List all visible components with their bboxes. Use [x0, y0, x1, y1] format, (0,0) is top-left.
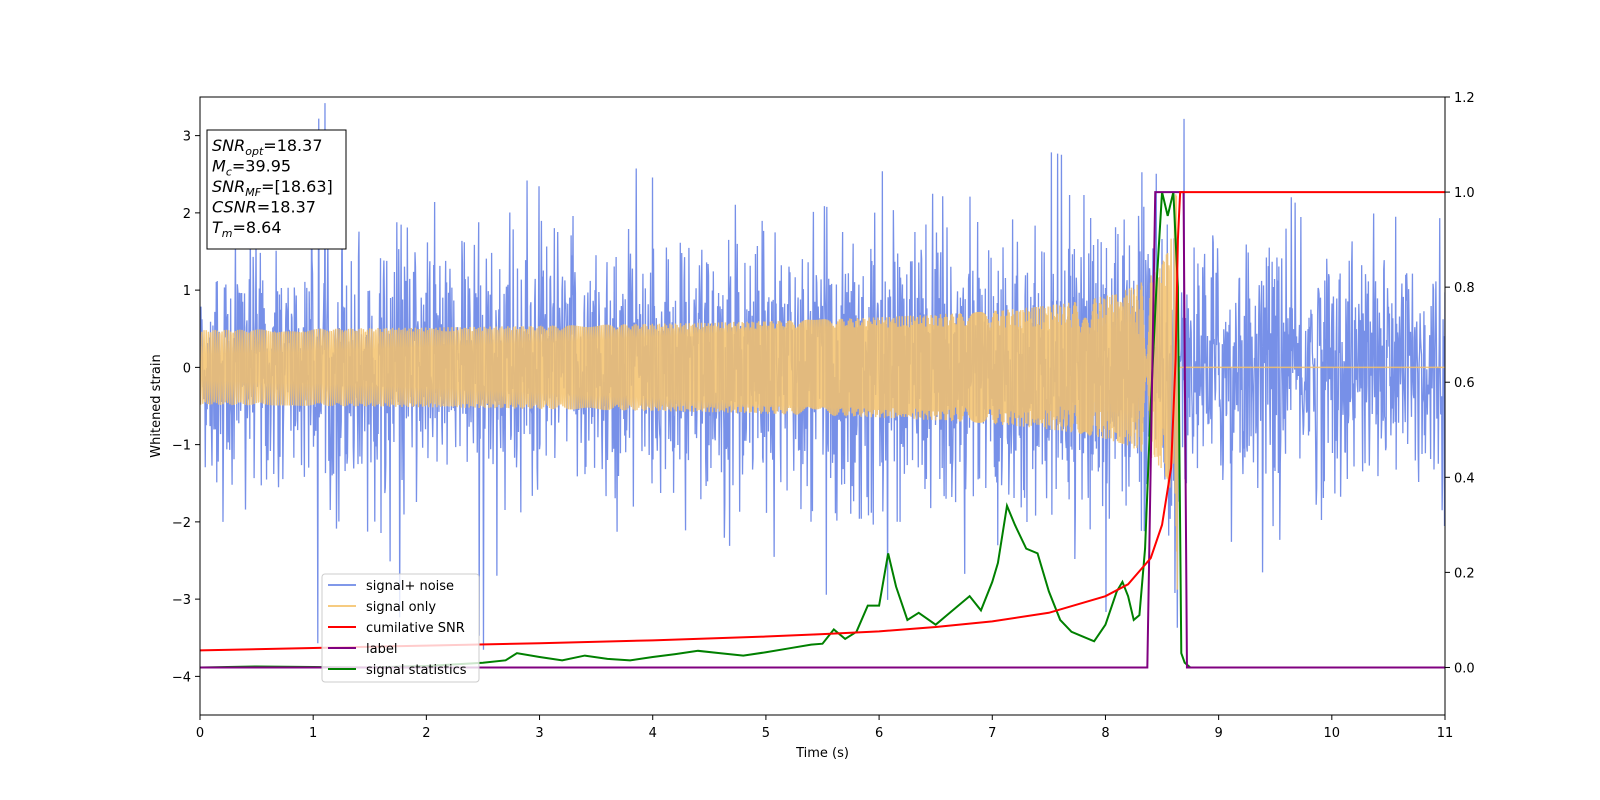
info-box: SNRopt=18.37Mc=39.95SNRMF=[18.63]CSNR=18…: [206, 129, 347, 250]
y-left-tick-label: −4: [172, 670, 191, 685]
x-tick-label: 11: [1437, 726, 1454, 741]
plot-area: [200, 103, 1445, 669]
y-left-tick-label: −3: [172, 593, 191, 608]
axes: 0 1 2 3 4 5 6 7 8 9 10 11 −4 −3 −2 −1 0 1 2 3 0.0 0.2 0.4 0.6 0.…: [149, 91, 1475, 761]
y-right-tick-label: 1.2: [1454, 91, 1475, 106]
plot-clip-group: [200, 103, 1445, 669]
y-left-tick-label: −2: [172, 516, 191, 531]
y-left-tick-label: 1: [183, 284, 191, 299]
info-snr-opt: SNRopt=18.37: [212, 136, 323, 158]
y-right-tick-label: 0.8: [1454, 281, 1475, 296]
x-tick-label: 9: [1214, 726, 1222, 741]
legend-box: [321, 573, 480, 683]
y-left-tick-label: −1: [172, 439, 191, 454]
y-right-tick-label: 0.6: [1454, 376, 1475, 391]
x-tick-label: 1: [309, 726, 317, 741]
axes-frame: [199, 96, 1446, 716]
x-axis-label: Time (s): [795, 746, 849, 761]
x-tick-label: 5: [762, 726, 770, 741]
y-right-tick-label: 1.0: [1454, 186, 1475, 201]
y-right-tick-label: 0.4: [1454, 471, 1475, 486]
y-left-tick-label: 0: [183, 361, 191, 376]
y-right-tick-label: 0.0: [1454, 661, 1475, 676]
series-signal-noise: [200, 103, 1445, 650]
legend: signal+ noise signal only cumilative SNR la…: [321, 573, 480, 683]
x-tick-label: 10: [1324, 726, 1341, 741]
x-tick-label: 6: [875, 726, 883, 741]
info-chirp-mass: Mc=39.95: [212, 157, 291, 179]
x-tick-label: 2: [422, 726, 430, 741]
y-left-tick-label: 2: [183, 207, 191, 222]
y-left-tick-label: 3: [183, 130, 191, 145]
info-csnr: CSNR=18.37: [212, 198, 316, 217]
legend-label-cumilative-snr: cumilative SNR: [366, 621, 465, 636]
info-snr-mf: SNRMF=[18.63]: [212, 177, 333, 199]
x-tick-label: 3: [535, 726, 543, 741]
legend-label-signal-noise: signal+ noise: [366, 579, 454, 594]
y-right-tick-label: 0.2: [1454, 566, 1475, 581]
x-tick-label: 8: [1101, 726, 1109, 741]
x-tick-label: 4: [649, 726, 657, 741]
info-box-frame: [206, 129, 347, 250]
series-label: [200, 191, 1445, 669]
legend-label-signal-statistics: signal statistics: [366, 663, 467, 678]
series-signal-only: [200, 194, 1445, 590]
legend-label-label: label: [366, 642, 397, 657]
y-axis-label: Whitened strain: [149, 354, 164, 457]
x-tick-label: 0: [196, 726, 204, 741]
legend-label-signal-only: signal only: [366, 600, 436, 615]
info-merger-time: Tm=8.64: [212, 218, 282, 240]
series-cumilative-snr: [200, 191, 1445, 652]
x-tick-label: 7: [988, 726, 996, 741]
